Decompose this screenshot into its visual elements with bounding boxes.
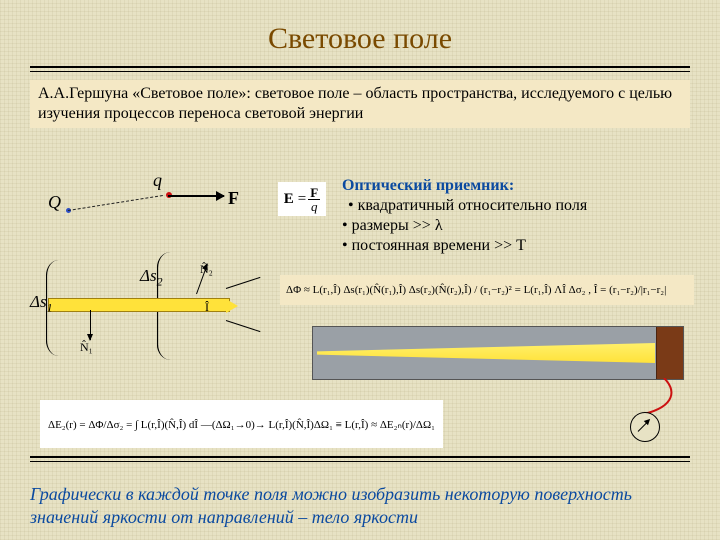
receiver-block: Оптический приемник: квадратичный относи…	[342, 176, 587, 256]
rule-top	[30, 66, 690, 72]
E-den: q	[308, 200, 320, 213]
meter-icon	[630, 412, 660, 442]
slide-title: Световое поле	[0, 0, 720, 56]
footer-note: Графически в каждой точке поля можно изо…	[30, 483, 690, 528]
receiver-b1: квадратичный относительно поля	[348, 196, 587, 216]
field-diagram: Q q F	[48, 176, 268, 226]
E-lhs: E	[284, 191, 294, 208]
dashed-line	[68, 195, 163, 211]
label-q: q	[153, 170, 162, 191]
label-F: F	[228, 188, 239, 209]
solid-angle-cone	[226, 282, 264, 326]
label-ds2: Δs2	[140, 266, 163, 289]
label-i: Î	[205, 300, 209, 315]
beam-icon	[317, 343, 655, 363]
E-num: F	[308, 186, 320, 200]
label-ds1: Δs1	[30, 292, 53, 315]
rule-bottom	[30, 456, 690, 462]
E-fraction: F q	[308, 186, 320, 213]
formula-E2: ΔE₂(r) = ΔΦ/Δσ₂ = ∫ L(r,Î)(N̂,Î) dÎ —(ΔΩ…	[40, 400, 443, 448]
normal-1	[90, 310, 91, 340]
formula-flux: ΔΦ ≈ L(r₁,Î) Δs(r₁)(N̂(r₁),Î) Δs(r₂)(N̂(…	[280, 275, 694, 305]
label-n1: N̂₁	[80, 340, 93, 355]
light-strip	[48, 298, 230, 312]
label-Q: Q	[48, 192, 61, 213]
apertures-diagram: Δs1 Δs2 N̂₁ N̂₂ Î	[30, 252, 270, 362]
force-arrow	[168, 195, 224, 197]
detector-tube	[312, 326, 684, 380]
definition-box: А.А.Гершуна «Световое поле»: световое по…	[30, 80, 690, 128]
label-n2: N̂₂	[200, 262, 213, 277]
receiver-b3: постоянная времени >> T	[342, 236, 587, 256]
receiver-header: Оптический приемник:	[342, 176, 587, 196]
receiver-b2: размеры >> λ	[342, 216, 587, 236]
formula-E: E = F q	[278, 182, 326, 216]
detector-end	[656, 327, 683, 379]
